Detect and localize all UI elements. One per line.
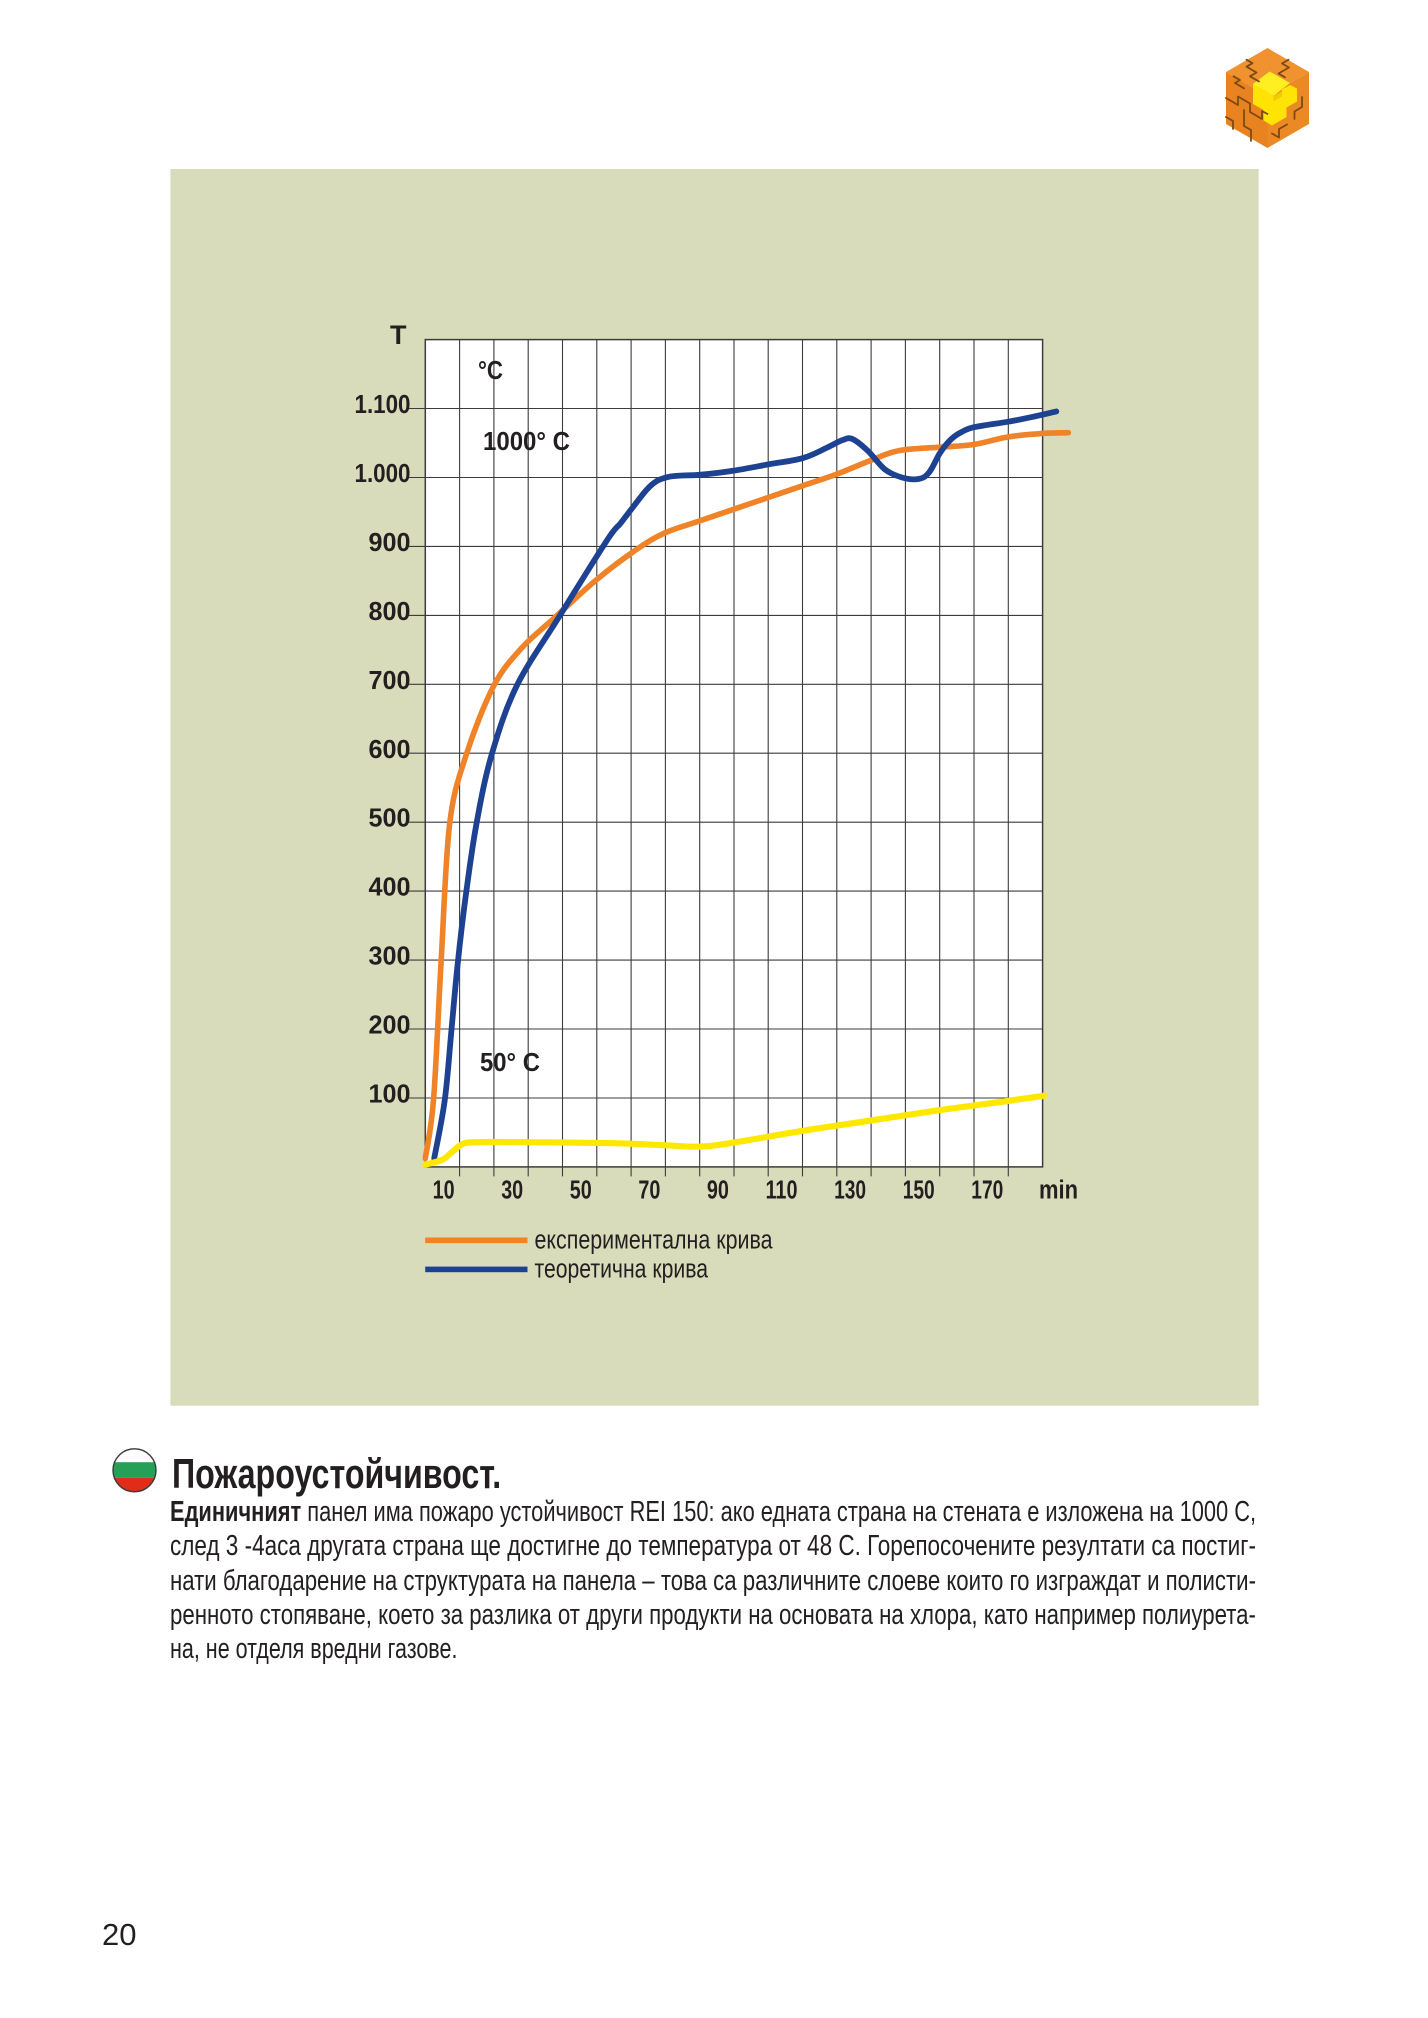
svg-text:10: 10	[433, 1177, 455, 1205]
svg-text:400: 400	[369, 874, 411, 902]
svg-text:50° C: 50° C	[480, 1047, 540, 1077]
svg-text:50: 50	[570, 1177, 592, 1205]
svg-text:200: 200	[369, 1012, 411, 1040]
svg-text:900: 900	[369, 529, 411, 557]
svg-text:30: 30	[501, 1177, 523, 1205]
svg-text:700: 700	[369, 667, 411, 695]
svg-text:100: 100	[369, 1081, 411, 1109]
svg-text:110: 110	[766, 1177, 798, 1205]
svg-text:150: 150	[903, 1177, 935, 1205]
svg-text:min: min	[1039, 1177, 1078, 1205]
svg-text:експериментална крива: експериментална крива	[535, 1225, 773, 1255]
svg-text:500: 500	[369, 805, 411, 833]
svg-text:70: 70	[638, 1177, 660, 1205]
svg-text:1.100: 1.100	[355, 391, 411, 419]
svg-text:600: 600	[369, 736, 411, 764]
svg-text:теоретична крива: теоретична крива	[535, 1254, 709, 1284]
svg-text:1000° C: 1000° C	[483, 426, 570, 456]
svg-text:130: 130	[834, 1177, 866, 1205]
svg-text:T: T	[390, 320, 407, 350]
svg-text:°C: °C	[478, 355, 503, 385]
svg-text:800: 800	[369, 598, 411, 626]
svg-text:90: 90	[707, 1177, 729, 1205]
svg-text:1.000: 1.000	[355, 460, 411, 488]
svg-text:300: 300	[369, 943, 411, 971]
svg-text:170: 170	[971, 1177, 1003, 1205]
